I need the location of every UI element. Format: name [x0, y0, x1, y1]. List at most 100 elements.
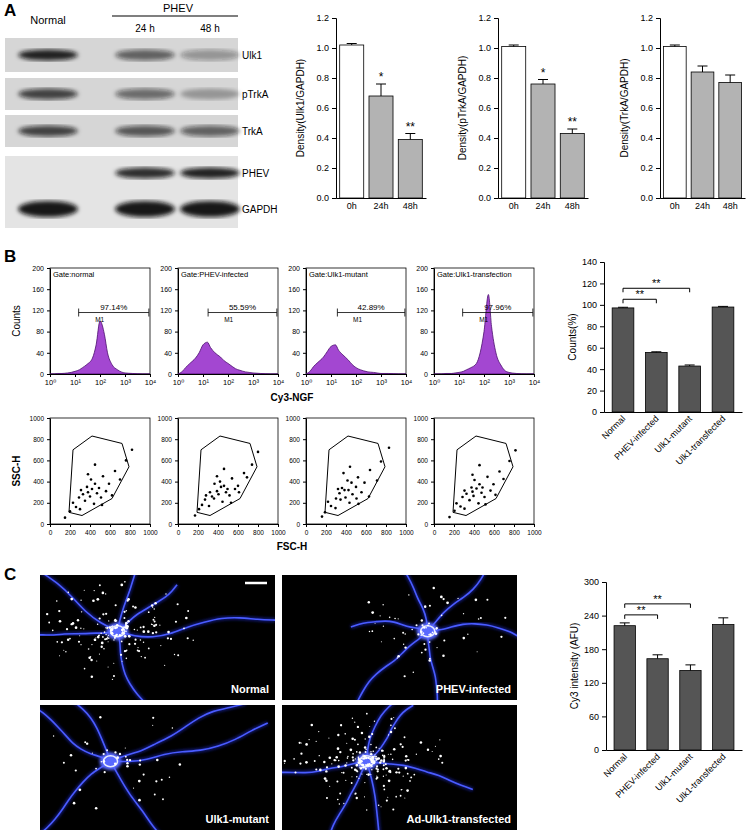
dendrite-glow	[428, 575, 495, 631]
puncta	[119, 635, 121, 637]
tick: 180	[584, 645, 606, 655]
bar	[680, 670, 701, 750]
puncta	[404, 633, 406, 635]
y-axis: 020406080100120140	[582, 257, 605, 417]
x-axis: NormalPHEV-infectedUlk1-mutantUlk1-trans…	[601, 751, 742, 805]
tick-mark	[150, 524, 151, 527]
puncta	[368, 757, 370, 759]
puncta	[359, 751, 361, 753]
point	[334, 507, 337, 510]
point	[64, 516, 67, 519]
puncta	[439, 755, 442, 758]
tick-mark	[47, 310, 50, 311]
tick: 0.8	[640, 73, 660, 83]
puncta	[428, 659, 431, 662]
puncta	[113, 675, 115, 677]
tick: 400	[161, 478, 178, 485]
puncta	[179, 763, 182, 766]
tick-label: 1000	[414, 415, 429, 422]
point	[347, 489, 350, 492]
axis-title: FSC-H	[277, 541, 308, 552]
puncta	[134, 606, 137, 609]
puncta	[336, 781, 338, 783]
puncta	[368, 601, 370, 603]
tick-mark	[253, 374, 254, 377]
puncta	[480, 617, 482, 619]
puncta	[69, 638, 71, 640]
puncta	[152, 619, 154, 621]
puncta	[329, 786, 330, 787]
tick-mark	[406, 524, 407, 527]
significance: **	[652, 277, 661, 289]
tick: 10²	[351, 374, 362, 387]
axis-line	[661, 198, 746, 199]
puncta	[343, 772, 345, 774]
x-axis: 02004006008001000	[305, 524, 414, 536]
puncta	[305, 743, 308, 746]
tick-mark	[332, 138, 336, 139]
puncta	[73, 802, 76, 805]
puncta	[366, 713, 368, 715]
tick-mark	[431, 332, 434, 333]
tick-label: Normal	[601, 752, 629, 780]
puncta	[383, 776, 384, 777]
puncta	[368, 757, 370, 759]
tick-mark	[47, 439, 50, 440]
tick-mark	[431, 524, 434, 525]
puncta	[420, 634, 422, 636]
point	[369, 469, 372, 472]
dendrite	[367, 705, 421, 761]
puncta	[125, 756, 127, 758]
tick: 160	[32, 286, 50, 293]
histogram	[178, 342, 278, 374]
puncta	[81, 611, 82, 612]
puncta	[119, 753, 121, 755]
puncta	[385, 767, 388, 770]
puncta	[371, 733, 373, 735]
puncta	[325, 780, 327, 782]
puncta	[371, 611, 374, 614]
puncta	[424, 649, 426, 651]
puncta	[422, 632, 424, 634]
error-bar	[670, 45, 680, 47]
tick-label: 200	[321, 529, 332, 536]
point	[226, 488, 229, 491]
tick-label: PHEV-infected	[613, 752, 661, 800]
puncta	[405, 767, 408, 770]
tick: PHEV-infected	[613, 752, 661, 800]
puncta	[169, 776, 170, 777]
puncta	[116, 624, 119, 627]
point	[357, 476, 360, 479]
puncta	[119, 634, 121, 636]
error-bar	[538, 80, 548, 85]
tick-label: 1.0	[640, 43, 653, 53]
puncta	[393, 638, 395, 640]
tick: 120	[160, 307, 178, 314]
tick-mark	[332, 18, 336, 19]
puncta	[108, 620, 109, 621]
tick-label: 1000	[527, 529, 542, 536]
panel-label: C	[4, 565, 16, 584]
bar	[560, 134, 584, 199]
puncta	[379, 748, 380, 749]
image-background	[282, 705, 517, 830]
tick: 0.8	[478, 73, 498, 83]
tick-label: 800	[417, 436, 428, 443]
annotations: ***	[379, 70, 416, 134]
puncta	[359, 760, 361, 762]
tick-mark	[303, 503, 306, 504]
dendrite	[40, 575, 118, 631]
puncta	[343, 803, 344, 804]
puncta	[126, 765, 129, 768]
puncta	[99, 635, 100, 636]
puncta	[429, 633, 432, 636]
tick-label: 800	[161, 436, 172, 443]
puncta	[375, 623, 376, 624]
tick: Ulk1-transfected	[674, 752, 727, 805]
point	[75, 506, 78, 509]
tick: 800	[289, 436, 306, 443]
puncta	[383, 760, 385, 762]
puncta	[155, 631, 157, 633]
tick-label: 60	[589, 712, 599, 722]
puncta	[397, 768, 399, 770]
